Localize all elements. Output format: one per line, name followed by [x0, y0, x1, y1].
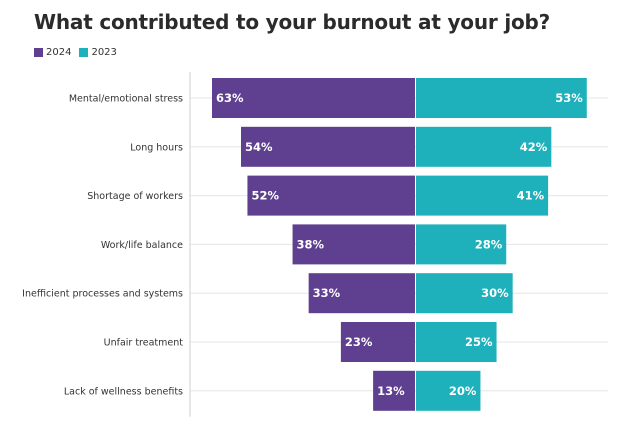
value-label-2024: 54%: [245, 140, 273, 154]
bar-2023: [416, 126, 552, 167]
value-label-2023: 25%: [465, 335, 493, 349]
value-label-2023: 42%: [520, 140, 548, 154]
value-label-2024: 23%: [345, 335, 373, 349]
bar-2024: [340, 322, 415, 362]
legend-item-2024: 2024: [34, 47, 71, 58]
value-label-2024: 33%: [313, 286, 341, 300]
value-label-2023: 20%: [449, 384, 477, 398]
value-label-2024: 52%: [251, 189, 279, 203]
bar-2023: [416, 322, 497, 362]
bar-2024: [212, 78, 415, 118]
bar-2024: [373, 370, 415, 411]
bar-2023: [416, 224, 507, 265]
category-label: Mental/emotional stress: [69, 94, 183, 105]
category-label: Inefficient processes and systems: [22, 289, 183, 300]
category-label: Lack of wellness benefits: [64, 386, 183, 397]
legend: 2024 2023: [34, 47, 125, 58]
legend-label-2024: 2024: [46, 47, 72, 58]
bar-2024: [292, 224, 415, 265]
bar-2024: [241, 126, 415, 167]
category-label: Shortage of workers: [87, 191, 183, 202]
value-label-2024: 38%: [297, 237, 325, 251]
value-label-2024: 13%: [377, 384, 405, 398]
bar-2023: [416, 175, 549, 216]
category-label: Work/life balance: [101, 240, 183, 251]
legend-label-2023: 2023: [91, 47, 117, 58]
value-label-2023: 30%: [481, 286, 509, 300]
legend-swatch-2024: [34, 48, 43, 57]
value-label-2023: 41%: [517, 189, 545, 203]
bar-2023: [416, 78, 587, 118]
value-label-2023: 28%: [475, 237, 503, 251]
bar-2024: [308, 273, 415, 314]
legend-item-2023: 2023: [79, 47, 117, 58]
value-label-2023: 53%: [555, 91, 583, 105]
bar-2023: [416, 273, 513, 314]
bar-2023: [416, 370, 481, 411]
chart-title: What contributed to your burnout at your…: [34, 10, 551, 34]
value-label-2024: 63%: [216, 91, 244, 105]
bar-2024: [247, 175, 415, 216]
category-label: Unfair treatment: [104, 338, 184, 349]
category-label: Long hours: [130, 142, 183, 153]
legend-swatch-2023: [79, 48, 89, 57]
